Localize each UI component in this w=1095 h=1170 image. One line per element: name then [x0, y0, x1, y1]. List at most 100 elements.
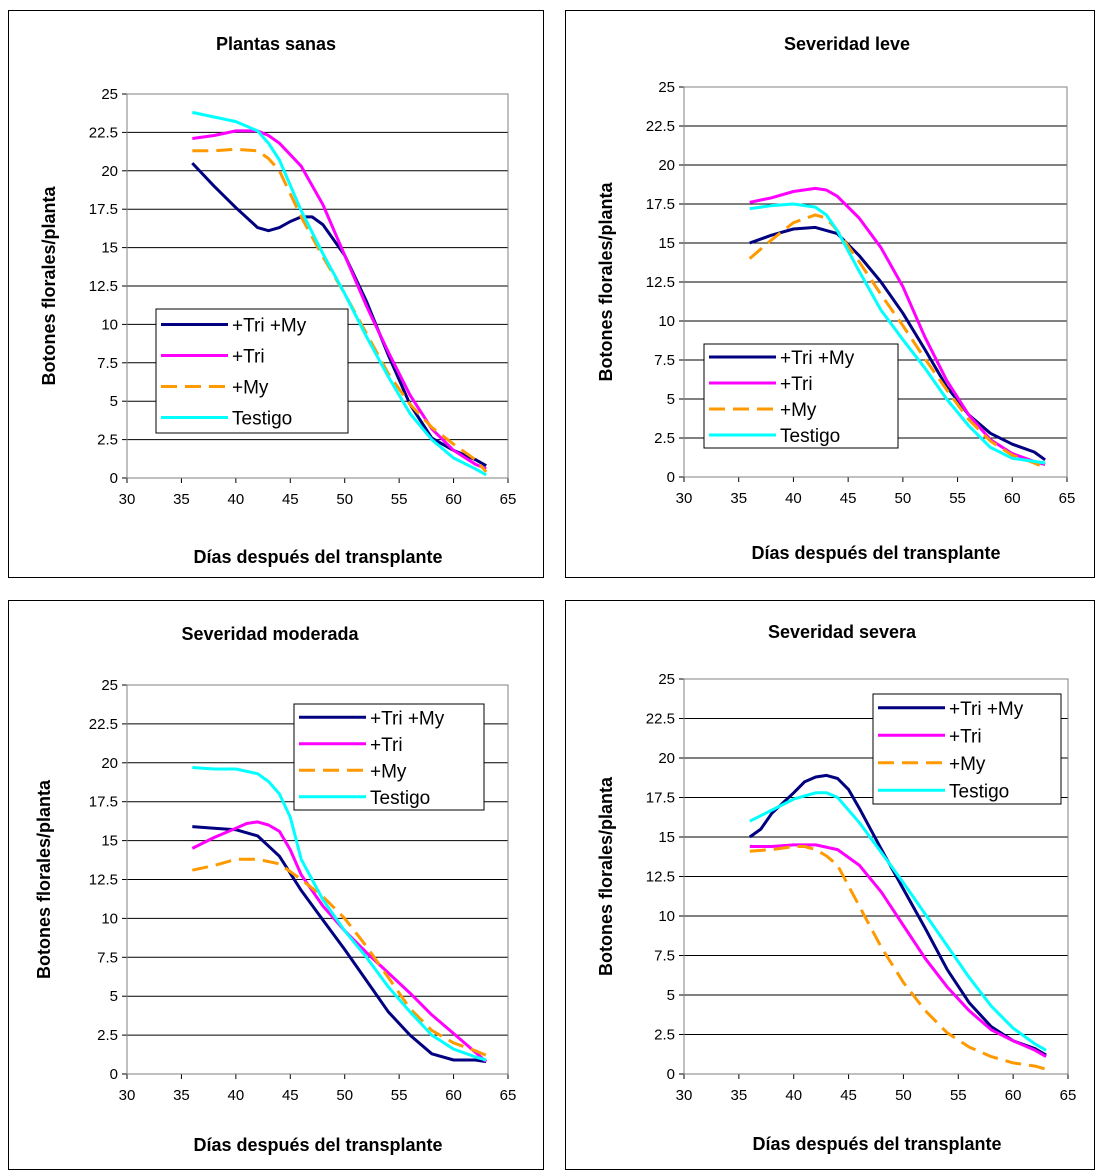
y-tick-label: 22.5 [89, 124, 118, 141]
x-tick-label: 50 [895, 490, 912, 507]
chart-frame [565, 10, 1095, 578]
x-tick-label: 35 [173, 491, 190, 508]
legend-entry-label: Testigo [370, 788, 430, 809]
series-line-2 [191, 820, 488, 1063]
y-axis-label: Botones florales/planta [596, 776, 616, 976]
y-tick-label: 2.5 [97, 432, 118, 449]
legend-box [872, 693, 1062, 805]
x-tick-label: 40 [785, 490, 802, 507]
y-tick-label: 12.5 [646, 869, 675, 886]
plot-area [126, 93, 509, 479]
x-tick-label: 65 [500, 1087, 517, 1104]
x-tick-label: 55 [949, 490, 966, 507]
series-line-2 [749, 186, 1046, 466]
series-line-1 [192, 825, 487, 1064]
y-tick-label: 10 [101, 910, 118, 927]
legend-entry-label: +My [232, 378, 269, 399]
y-tick-label: 12.5 [89, 872, 118, 889]
series-line-3 [748, 213, 1046, 469]
x-tick-label: 50 [895, 1087, 912, 1104]
chart-frame [8, 600, 544, 1170]
legend-box [703, 343, 899, 449]
series-line-4 [191, 110, 487, 477]
y-tick-label: 15 [658, 829, 675, 846]
y-tick-label: 5 [110, 393, 118, 410]
x-tick-label: 30 [676, 490, 693, 507]
legend-box [293, 703, 485, 811]
x-tick-label: 55 [391, 491, 408, 508]
x-tick-label: 65 [500, 491, 517, 508]
legend-entry-label: +Tri +My [232, 316, 307, 337]
x-tick-label: 45 [840, 490, 857, 507]
y-axis-label: Botones florales/planta [34, 779, 54, 979]
y-tick-label: 17.5 [646, 196, 675, 213]
series-line-1 [748, 773, 1047, 1057]
y-tick-label: 10 [658, 908, 675, 925]
y-tick-label: 12.5 [646, 274, 675, 291]
y-tick-label: 5 [667, 987, 675, 1004]
y-tick-label: 17.5 [646, 790, 675, 807]
y-tick-label: 2.5 [654, 1027, 675, 1044]
series-line-1 [749, 225, 1046, 462]
y-tick-label: 25 [101, 86, 118, 103]
x-tick-label: 55 [950, 1087, 967, 1104]
y-tick-label: 22.5 [646, 118, 675, 135]
y-tick-label: 5 [667, 391, 675, 408]
x-tick-label: 45 [282, 1087, 299, 1104]
x-tick-label: 60 [1005, 1087, 1022, 1104]
y-tick-label: 17.5 [89, 794, 118, 811]
y-tick-label: 25 [101, 677, 118, 694]
chart-panel-3: 0 2.5 5 7.5 10 12.5 15 17.5 20 22.5 25 30 35 40 45 50 55… [8, 600, 544, 1170]
legend: +Tri +My +Tri +My Testigo [703, 343, 899, 449]
legend-entry-label: +Tri [780, 374, 813, 395]
y-tick-label: 15 [101, 833, 118, 850]
chart-panel-4: 0 2.5 5 7.5 10 12.5 15 17.5 20 22.5 25 30 35 40 45 50 55… [565, 600, 1095, 1170]
chart-title: Plantas sanas [216, 34, 336, 54]
plot-area [683, 86, 1068, 478]
chart-panel-1: 0 2.5 5 7.5 10 12.5 15 17.5 20 22.5 25 30 35 40 45 50 55… [8, 10, 544, 578]
x-axis-label: Días después del transplante [752, 1134, 1001, 1154]
x-tick-label: 60 [445, 1087, 462, 1104]
y-tick-label: 20 [658, 750, 675, 767]
x-tick-label: 30 [676, 1087, 693, 1104]
x-tick-label: 65 [1059, 490, 1076, 507]
legend-entry-label: +Tri [370, 735, 403, 756]
y-tick-label: 0 [667, 469, 675, 486]
y-tick-label: 20 [101, 163, 118, 180]
x-tick-label: 45 [840, 1087, 857, 1104]
chart-panel-2: 0 2.5 5 7.5 10 12.5 15 17.5 20 22.5 25 30 35 40 45 50 55… [565, 10, 1095, 578]
legend-entry-label: +My [780, 400, 817, 421]
y-tick-label: 22.5 [89, 716, 118, 733]
legend: +Tri +My +Tri +My Testigo [155, 308, 349, 434]
series-line-4 [192, 766, 487, 1062]
y-axis-label: Botones florales/planta [39, 185, 59, 385]
x-tick-label: 65 [1060, 1087, 1077, 1104]
y-tick-label: 0 [110, 1066, 118, 1083]
chart-title: Severidad leve [784, 34, 910, 54]
x-tick-label: 45 [282, 491, 299, 508]
x-axis-label: Días después del transplante [193, 1135, 442, 1155]
y-tick-label: 0 [667, 1066, 675, 1083]
series-line-4 [749, 791, 1047, 1052]
y-tick-label: 12.5 [89, 278, 118, 295]
y-tick-label: 7.5 [97, 949, 118, 966]
x-tick-label: 50 [336, 1087, 353, 1104]
y-tick-label: 20 [101, 755, 118, 772]
series-line-4 [749, 202, 1046, 465]
legend-entry-label: Testigo [780, 426, 840, 447]
x-tick-label: 40 [228, 1087, 245, 1104]
y-tick-label: 15 [101, 240, 118, 257]
y-tick-label: 10 [101, 316, 118, 333]
y-tick-label: 15 [658, 235, 675, 252]
y-tick-label: 17.5 [89, 201, 118, 218]
y-tick-label: 0 [110, 470, 118, 487]
x-tick-label: 35 [173, 1087, 190, 1104]
legend-entry-label: Testigo [949, 781, 1009, 802]
plot-area [126, 684, 509, 1075]
x-axis-label: Días después del transplante [751, 543, 1000, 563]
x-tick-label: 55 [391, 1087, 408, 1104]
legend-entry-label: +My [949, 754, 986, 775]
y-tick-label: 25 [658, 79, 675, 96]
legend-entry-label: +Tri [232, 347, 265, 368]
x-tick-label: 40 [785, 1087, 802, 1104]
